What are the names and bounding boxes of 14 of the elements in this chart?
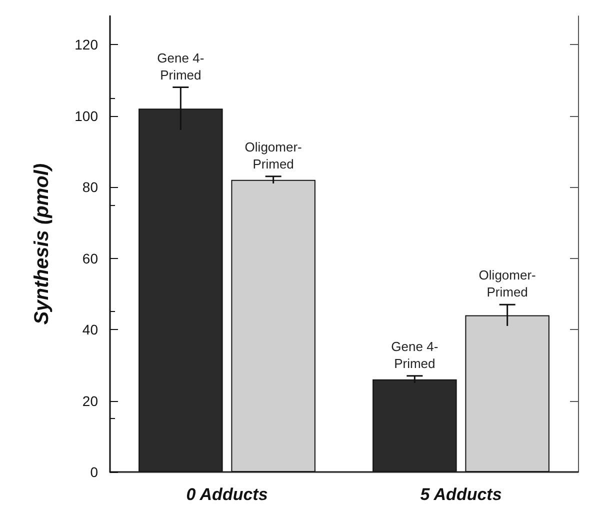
text: Oligomer-Primed: [478, 268, 536, 300]
series-label: Gene 4-Primed: [391, 338, 438, 371]
y-tick-label: 100: [74, 108, 98, 124]
y-axis-title: Synthesis (pmol): [31, 163, 53, 325]
y-tick-label: 40: [82, 322, 98, 338]
y-tick-label: 20: [82, 392, 98, 409]
y-tick-label: 0: [90, 464, 98, 480]
x-tick-label: 0 Adducts: [186, 485, 268, 504]
text: Gene 4-Primed: [157, 50, 204, 82]
x-tick-label: 5 Adducts: [420, 485, 502, 504]
series-label: Oligomer-Primed: [244, 139, 302, 172]
y-tick-label: 80: [82, 179, 98, 195]
y-tick-label: 120: [74, 36, 98, 52]
y-tick-label: 60: [82, 250, 98, 266]
